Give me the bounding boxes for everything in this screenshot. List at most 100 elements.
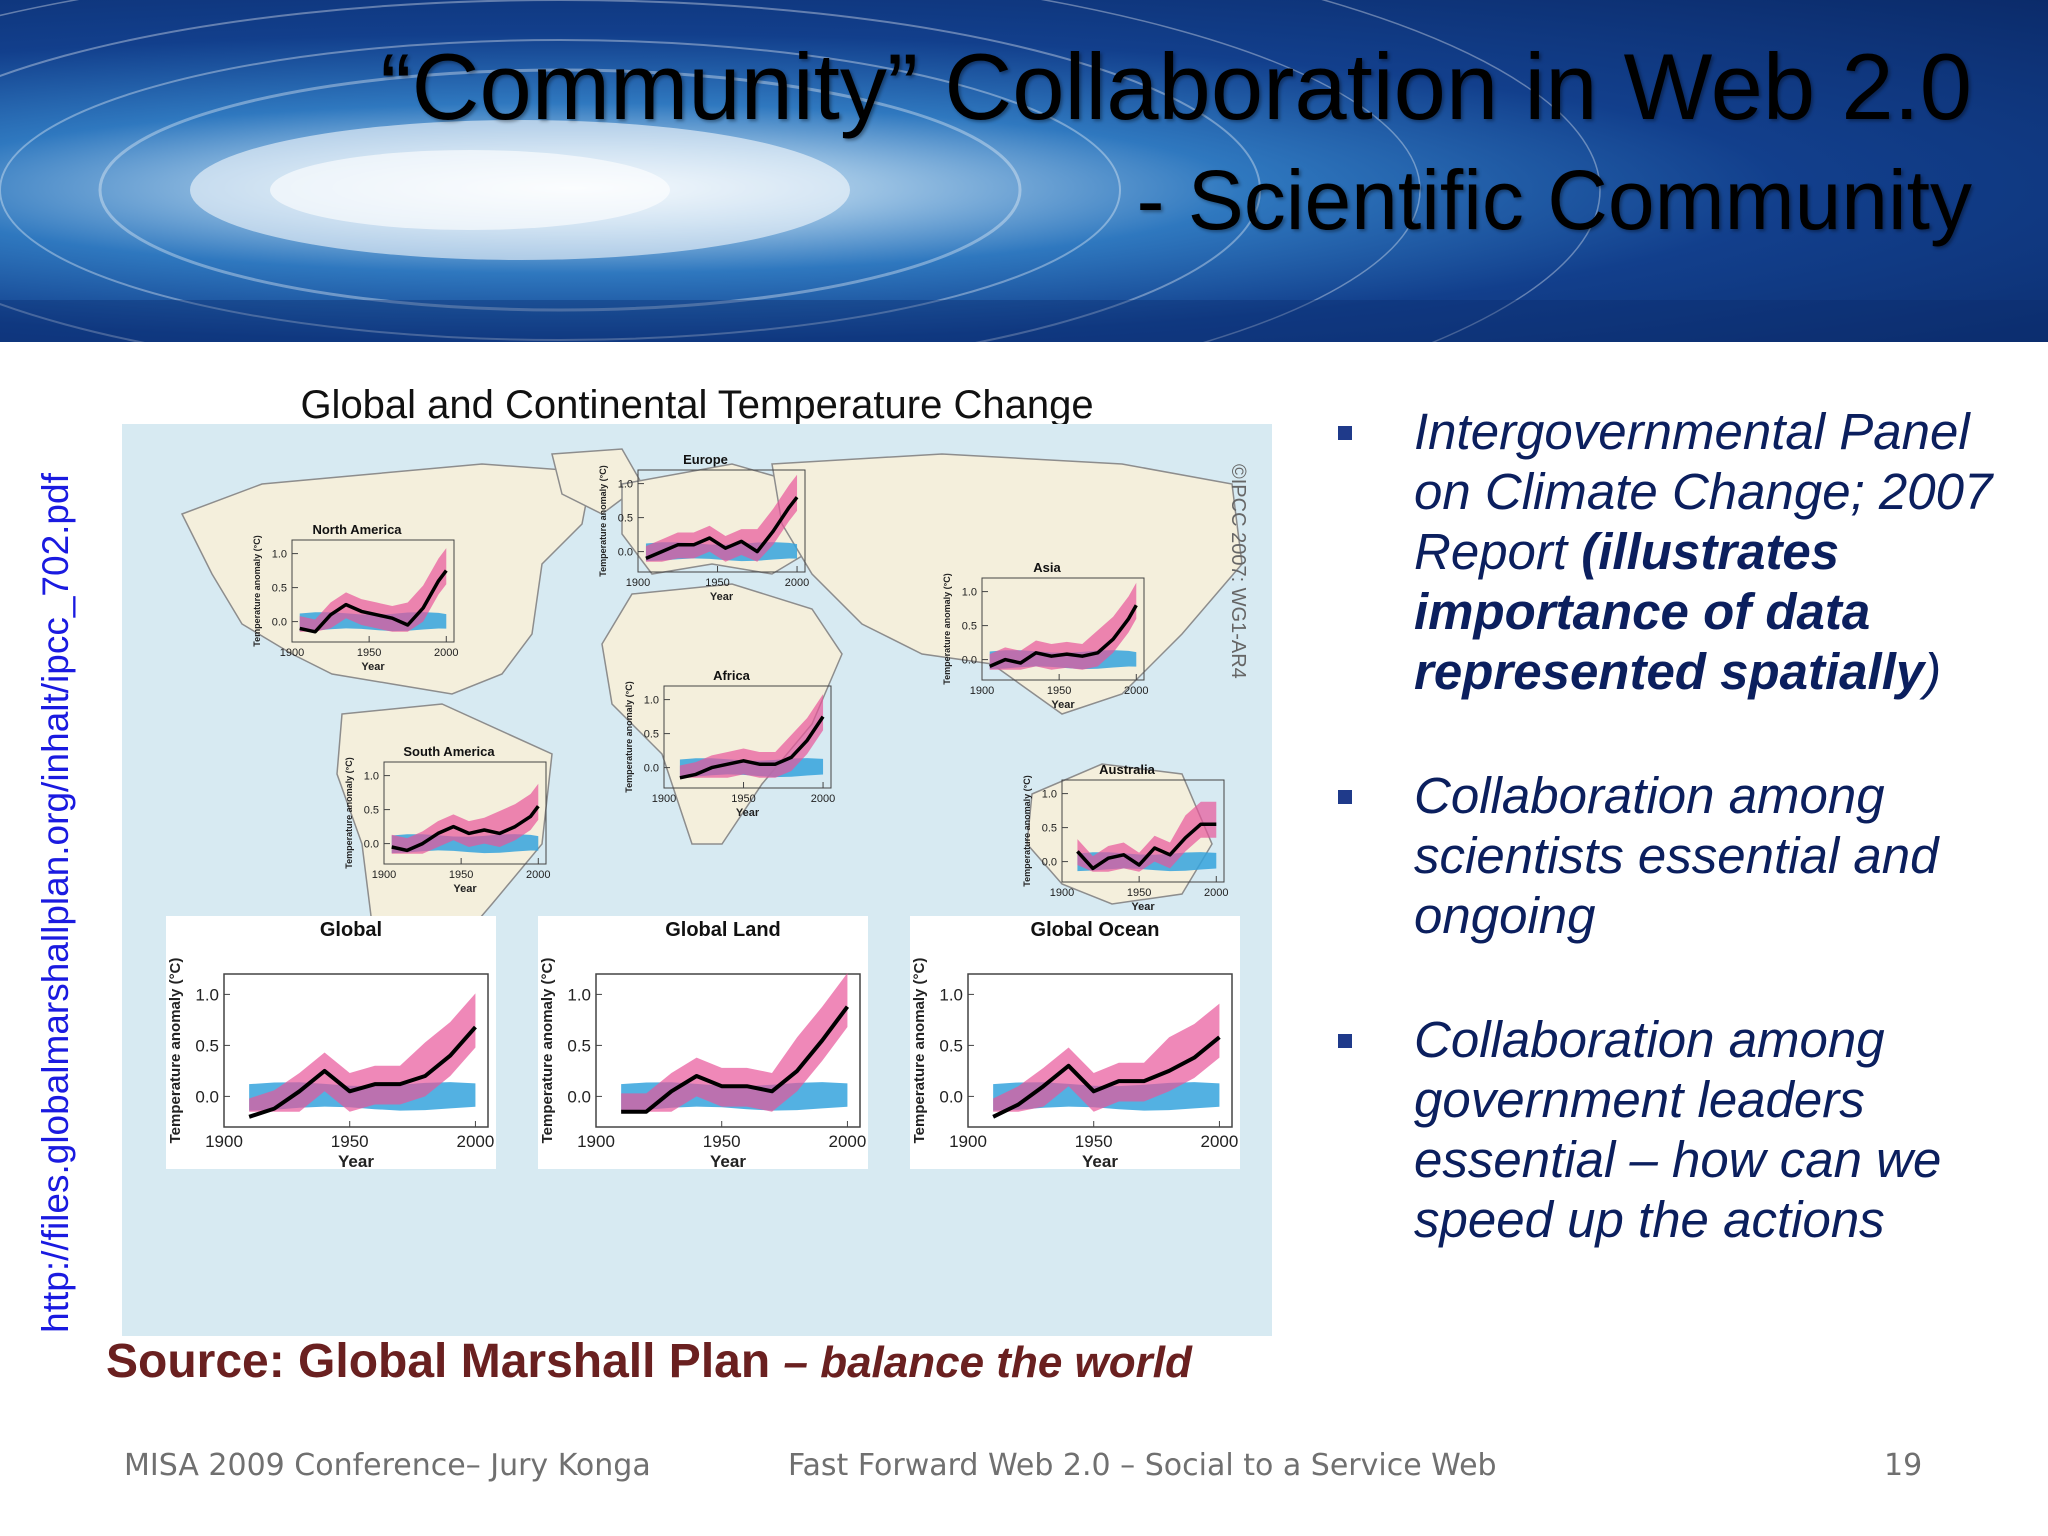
x-tick-label: 1950 bbox=[449, 869, 473, 881]
x-tick-label: 1900 bbox=[1050, 887, 1074, 899]
panel-frame bbox=[595, 973, 861, 1128]
slide-subtitle: - Scientific Community bbox=[1136, 153, 1972, 247]
x-tick-label: 1950 bbox=[331, 1132, 369, 1151]
panel-title: South America bbox=[403, 744, 495, 759]
y-tick-label: 1.0 bbox=[364, 770, 379, 782]
x-tick-label: 1900 bbox=[372, 869, 396, 881]
temperature-panel: Global Land 1.0 0.5 0.0 1900 1950 2000 Year Temp… bbox=[538, 916, 868, 1171]
y-tick-label: 1.0 bbox=[644, 694, 659, 706]
y-axis-label: Temperature anomaly (°C) bbox=[911, 958, 928, 1144]
x-tick-label: 1900 bbox=[970, 685, 994, 697]
x-tick-label: 2000 bbox=[1204, 887, 1228, 899]
africa-landmass bbox=[601, 583, 843, 845]
bullet-government: Collaboration among government leaders e… bbox=[1330, 1010, 2030, 1250]
x-tick-label: 1900 bbox=[626, 577, 650, 589]
x-tick-label: 1950 bbox=[1075, 1132, 1113, 1151]
panel-title: Africa bbox=[713, 668, 751, 683]
x-tick-label: 2000 bbox=[434, 647, 458, 659]
ipcc-figure: Global and Continental Temperature Chang… bbox=[122, 380, 1272, 1340]
y-tick-label: 0.0 bbox=[195, 1087, 219, 1106]
y-axis-label: Temperature anomaly (°C) bbox=[252, 535, 262, 646]
x-tick-label: 1900 bbox=[577, 1132, 615, 1151]
bullet-scientists: Collaboration among scientists essential… bbox=[1330, 766, 2030, 946]
panel-frame bbox=[1061, 779, 1225, 883]
y-tick-label: 0.0 bbox=[962, 654, 977, 666]
model-forcing-band bbox=[679, 694, 824, 778]
x-tick-label: 2000 bbox=[1201, 1132, 1239, 1151]
y-tick-label: 0.5 bbox=[644, 728, 659, 740]
bullet-ipcc: Intergovernmental Panel on Climate Chang… bbox=[1330, 402, 2030, 702]
temperature-panel: Europe 1.0 0.5 0.0 1900 1950 2000 Year Temperatu… bbox=[598, 452, 809, 603]
y-axis-label: Temperature anomaly (°C) bbox=[624, 681, 634, 792]
x-tick-label: 1900 bbox=[652, 793, 676, 805]
panel-title: Australia bbox=[1099, 762, 1155, 777]
y-tick-label: 1.0 bbox=[962, 586, 977, 598]
y-tick-label: 0.0 bbox=[939, 1087, 963, 1106]
observed-temperature-line bbox=[248, 1025, 477, 1119]
model-forcing-band bbox=[645, 474, 798, 562]
source-url-link[interactable]: http://files.globalmarshallplan.org/inha… bbox=[35, 473, 76, 1333]
y-axis-label: Temperature anomaly (°C) bbox=[344, 757, 354, 868]
x-tick-label: 2000 bbox=[811, 793, 835, 805]
y-tick-label: 0.0 bbox=[364, 838, 379, 850]
temperature-panel: North America 1.0 0.5 0.0 1900 1950 2000 Year Te… bbox=[252, 522, 459, 673]
x-axis-label: Year bbox=[338, 1152, 374, 1171]
bullet-emphasis: (illustrates importance of data represen… bbox=[1414, 523, 1925, 700]
x-tick-label: 2000 bbox=[457, 1132, 495, 1151]
x-tick-label: 2000 bbox=[785, 577, 809, 589]
x-axis-label: Year bbox=[1131, 901, 1155, 913]
y-tick-label: 0.5 bbox=[618, 512, 633, 524]
source-credit: Source: Global Marshall Plan – balance t… bbox=[106, 1335, 1192, 1389]
x-axis-label: Year bbox=[361, 661, 385, 673]
y-tick-label: 0.5 bbox=[567, 1036, 591, 1055]
x-tick-label: 2000 bbox=[526, 869, 550, 881]
observed-temperature-line bbox=[992, 1035, 1221, 1119]
observed-temperature-line bbox=[645, 496, 799, 561]
y-tick-label: 0.0 bbox=[618, 546, 633, 558]
y-tick-label: 0.5 bbox=[939, 1036, 963, 1055]
temperature-panel: Global 1.0 0.5 0.0 1900 1950 2000 Year Temperatu… bbox=[166, 916, 496, 1171]
slide-title: “Community” Collaboration in Web 2.0 bbox=[380, 34, 1972, 139]
y-tick-label: 1.0 bbox=[1042, 788, 1057, 800]
observed-temperature-line bbox=[1076, 822, 1217, 871]
y-axis-label: Temperature anomaly (°C) bbox=[167, 958, 184, 1144]
y-tick-label: 0.5 bbox=[272, 582, 287, 594]
y-tick-label: 0.5 bbox=[1042, 822, 1057, 834]
y-axis-label: Temperature anomaly (°C) bbox=[539, 958, 556, 1144]
footer-presentation-title: Fast Forward Web 2.0 – Social to a Servi… bbox=[788, 1448, 1497, 1483]
x-tick-label: 1900 bbox=[949, 1132, 987, 1151]
model-forcing-band bbox=[249, 993, 476, 1112]
source-tagline: – balance the world bbox=[783, 1338, 1192, 1387]
y-axis-label: Temperature anomaly (°C) bbox=[598, 465, 608, 576]
temperature-panel: Africa 1.0 0.5 0.0 1900 1950 2000 Year Temperatu… bbox=[624, 668, 835, 819]
temperature-panel: South America 1.0 0.5 0.0 1900 1950 2000 Year Te… bbox=[344, 744, 551, 895]
x-tick-label: 1950 bbox=[1047, 685, 1071, 697]
y-tick-label: 1.0 bbox=[567, 985, 591, 1004]
panel-frame bbox=[223, 973, 489, 1128]
figure-title: Global and Continental Temperature Chang… bbox=[300, 383, 1094, 427]
x-tick-label: 1950 bbox=[1127, 887, 1151, 899]
y-tick-label: 1.0 bbox=[272, 548, 287, 560]
asia-landmass bbox=[771, 453, 1243, 715]
x-axis-label: Year bbox=[710, 591, 734, 603]
observed-temperature-line bbox=[391, 805, 540, 853]
y-axis-label: Temperature anomaly (°C) bbox=[942, 573, 952, 684]
y-tick-label: 0.5 bbox=[195, 1036, 219, 1055]
panel-frame bbox=[981, 577, 1145, 681]
x-tick-label: 1950 bbox=[357, 647, 381, 659]
banner-swirl-art bbox=[0, 0, 2048, 342]
panel-title: Global Ocean bbox=[1031, 919, 1160, 941]
y-tick-label: 0.5 bbox=[962, 620, 977, 632]
observed-temperature-line bbox=[621, 1005, 850, 1114]
panel-title: Europe bbox=[683, 452, 728, 467]
footer-conference: MISA 2009 Conference– Jury Konga bbox=[124, 1448, 651, 1483]
world-map-canvas: ©IPCC 2007: WG1-AR4 North America 1.0 0.5 0… bbox=[166, 448, 1249, 1171]
title-banner: “Community” Collaboration in Web 2.0 - S… bbox=[0, 0, 2048, 342]
panel-frame bbox=[967, 973, 1233, 1128]
model-forcing-band bbox=[989, 582, 1137, 670]
observed-temperature-line bbox=[989, 604, 1138, 669]
observed-temperature-line bbox=[679, 715, 825, 780]
y-tick-label: 1.0 bbox=[939, 985, 963, 1004]
bullet-square-icon bbox=[1338, 790, 1352, 804]
y-tick-label: 0.0 bbox=[1042, 856, 1057, 868]
